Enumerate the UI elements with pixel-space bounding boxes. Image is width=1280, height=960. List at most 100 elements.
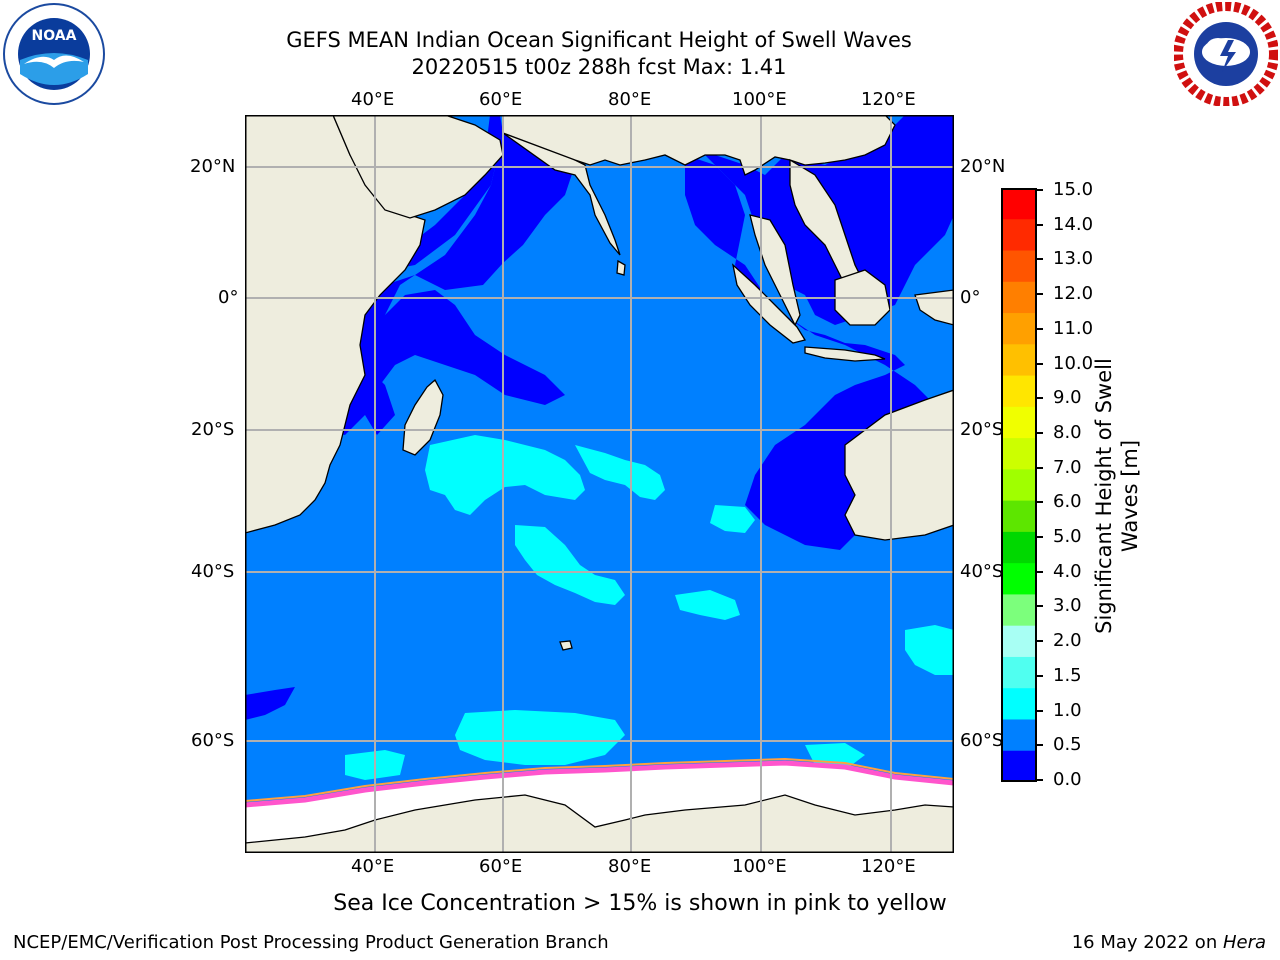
lon-label-bottom-100e: 100°E — [732, 856, 787, 877]
lon-label-top-100e: 100°E — [732, 89, 787, 110]
colorbar-swatch — [1001, 219, 1037, 252]
land-kerguelen — [559, 640, 573, 651]
colorbar-swatch — [1001, 375, 1037, 408]
colorbar-tick-label: 12.0 — [1053, 283, 1094, 305]
colorbar — [1001, 188, 1037, 782]
colorbar-tick-label: 2.0 — [1053, 630, 1082, 652]
colorbar-tick-mark — [1037, 189, 1043, 191]
colorbar-swatch — [1001, 688, 1037, 720]
colorbar-tick-mark — [1037, 640, 1043, 643]
land-sumatra — [731, 263, 807, 344]
colorbar-tick-label: 3.0 — [1053, 595, 1082, 617]
colorbar-swatch — [1001, 625, 1037, 658]
lon-label-top-40e: 40°E — [351, 89, 395, 110]
footer-right: 16 May 2022 on Hera — [1072, 933, 1266, 953]
lat-label-right-0: 0° — [960, 287, 981, 308]
gridlines — [245, 115, 954, 853]
noaa-logo: NOAA — [3, 3, 105, 105]
colorbar-tick-label: 10.0 — [1053, 352, 1094, 374]
lon-label-bottom-80e: 80°E — [608, 856, 652, 877]
colorbar-swatch — [1001, 531, 1037, 564]
chart-subtitle: 20220515 t00z 288h fcst Max: 1.41 — [411, 55, 787, 79]
land-antarctica — [245, 794, 954, 853]
colorbar-tick-mark — [1037, 258, 1043, 261]
lon-label-top-120e: 120°E — [861, 89, 916, 110]
colorbar-tick-label: 4.0 — [1053, 560, 1082, 582]
colorbar-tick-mark — [1037, 223, 1043, 226]
colorbar-swatch — [1001, 563, 1037, 595]
lat-label-right-20s: 20°S — [960, 419, 1004, 440]
colorbar-swatch — [1001, 438, 1037, 470]
lon-label-bottom-40e: 40°E — [351, 856, 395, 877]
land-madagascar — [402, 378, 444, 456]
colorbar-swatch — [1001, 250, 1037, 283]
colorbar-tick-mark — [1037, 674, 1043, 677]
colorbar-swatch — [1001, 500, 1037, 533]
colorbar-tick-label: 14.0 — [1053, 213, 1094, 235]
colorbar-tick-mark — [1037, 709, 1043, 712]
noaa-logo-text: NOAA — [32, 28, 77, 44]
ocean-map — [245, 115, 954, 853]
land-sri-lanka — [616, 259, 626, 276]
land-india — [502, 132, 621, 256]
sea-ice-edge — [245, 760, 954, 808]
footer-host: Hera — [1222, 932, 1266, 953]
sea-ice-caption: Sea Ice Concentration > 15% is shown in … — [333, 891, 947, 916]
lon-label-bottom-120e: 120°E — [861, 856, 916, 877]
colorbar-swatch — [1001, 281, 1037, 314]
colorbar-title-line2: Waves [m] — [1118, 439, 1142, 553]
colorbar-tick-label: 6.0 — [1053, 491, 1082, 513]
colorbar-title: Significant Height of Swell Waves [m] — [1091, 356, 1143, 636]
colorbar-tick-label: 9.0 — [1053, 387, 1082, 409]
sea-ice-edge-outer — [245, 757, 954, 802]
land-java — [804, 346, 886, 362]
colorbar-swatch — [1001, 719, 1037, 752]
colorbar-tick-label: 15.0 — [1053, 179, 1094, 200]
colorbar-tick-mark — [1037, 605, 1043, 608]
lon-label-top-60e: 60°E — [479, 89, 523, 110]
lon-label-top-80e: 80°E — [608, 89, 652, 110]
colorbar-tick-label: 0.0 — [1053, 769, 1082, 790]
colorbar-tick-mark — [1037, 536, 1043, 539]
colorbar-tick-label: 1.5 — [1053, 664, 1082, 686]
colorbar-title-line1: Significant Height of Swell — [1092, 358, 1116, 634]
lat-label-left-20s: 20°S — [191, 419, 235, 440]
colorbar-tick-mark — [1037, 466, 1043, 469]
colorbar-tick-label: 8.0 — [1053, 421, 1082, 443]
colorbar-tick-mark — [1037, 362, 1043, 365]
colorbar-tick-label: 5.0 — [1053, 526, 1082, 548]
land-masses — [245, 115, 954, 853]
colorbar-swatch — [1001, 594, 1037, 627]
lat-label-left-20n: 20°N — [190, 156, 236, 177]
high-swell-regions — [345, 435, 954, 780]
colorbar-swatch — [1001, 469, 1037, 502]
lon-label-bottom-60e: 60°E — [479, 856, 523, 877]
colorbar-border — [1001, 188, 1037, 782]
colorbar-swatch — [1001, 188, 1037, 220]
chart-title: GEFS MEAN Indian Ocean Significant Heigh… — [286, 28, 912, 52]
colorbar-swatch — [1001, 344, 1037, 377]
colorbar-tick-mark — [1037, 779, 1043, 781]
lat-label-left-0: 0° — [218, 287, 239, 308]
colorbar-tick-mark — [1037, 431, 1043, 434]
colorbar-tick-mark — [1037, 744, 1043, 747]
lat-label-right-40s: 40°S — [960, 561, 1004, 582]
colorbar-tick-mark — [1037, 327, 1043, 330]
colorbar-tick-label: 13.0 — [1053, 248, 1094, 270]
lat-label-left-40s: 40°S — [191, 561, 235, 582]
colorbar-tick-mark — [1037, 397, 1043, 400]
colorbar-swatch — [1001, 313, 1037, 345]
colorbar-tick-mark — [1037, 570, 1043, 573]
lat-label-right-60s: 60°S — [960, 730, 1004, 751]
lat-label-right-20n: 20°N — [960, 156, 1006, 177]
land-south-asia — [502, 115, 896, 176]
colorbar-tick-mark — [1037, 501, 1043, 504]
colorbar-tick-mark — [1037, 293, 1043, 296]
lat-label-left-60s: 60°S — [191, 730, 235, 751]
colorbar-swatch — [1001, 406, 1037, 439]
nws-logo — [1174, 2, 1278, 106]
colorbar-tick-label: 11.0 — [1053, 317, 1094, 339]
colorbar-tick-label: 1.0 — [1053, 699, 1082, 721]
colorbar-tick-label: 7.0 — [1053, 456, 1082, 478]
footer-left: NCEP/EMC/Verification Post Processing Pr… — [13, 932, 609, 953]
